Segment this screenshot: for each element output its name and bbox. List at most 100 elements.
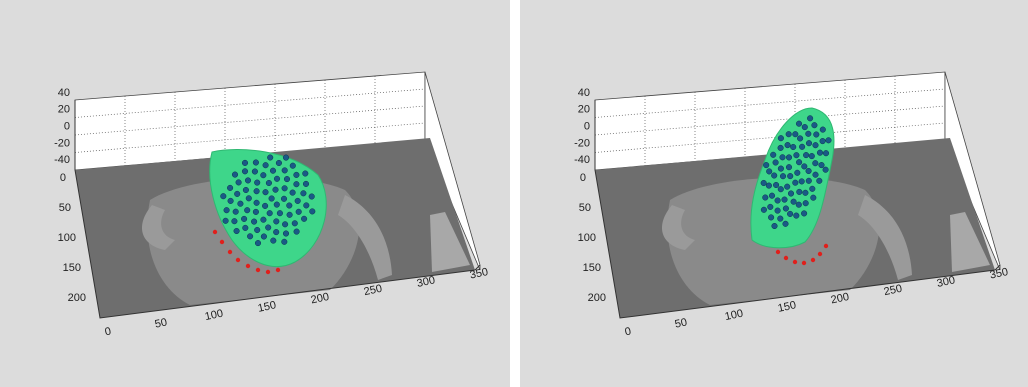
landmark-point xyxy=(261,234,267,240)
landmark-point xyxy=(778,145,784,151)
landmark-point xyxy=(768,204,774,210)
landmark-point xyxy=(274,219,280,225)
contour-point xyxy=(246,264,250,268)
landmark-point xyxy=(761,207,767,213)
landmark-point xyxy=(784,184,790,190)
contour-point xyxy=(236,258,240,262)
landmark-point xyxy=(763,195,769,201)
landmark-point xyxy=(820,127,826,133)
landmark-point xyxy=(243,187,249,193)
landmark-point xyxy=(794,152,800,158)
contour-point xyxy=(776,250,780,254)
landmark-point xyxy=(768,215,774,221)
landmark-point xyxy=(803,200,809,206)
landmark-point xyxy=(770,152,776,158)
landmark-point xyxy=(276,160,282,166)
x-tick-label: 50 xyxy=(154,316,168,330)
contour-point xyxy=(802,261,806,265)
landmark-point xyxy=(766,183,772,189)
landmark-point xyxy=(799,144,805,150)
landmark-point xyxy=(796,159,802,165)
landmark-point xyxy=(261,172,267,178)
landmark-point xyxy=(301,191,307,197)
contour-point xyxy=(811,258,815,262)
landmark-point xyxy=(294,181,300,187)
landmark-point xyxy=(783,221,789,227)
landmark-point xyxy=(284,176,290,182)
landmark-point xyxy=(282,222,288,228)
landmark-point xyxy=(232,172,238,178)
landmark-point xyxy=(787,173,793,179)
landmark-point xyxy=(303,171,309,177)
landmark-point xyxy=(242,169,248,175)
landmark-point xyxy=(253,209,259,215)
landmark-point xyxy=(794,213,800,219)
landmark-point xyxy=(823,150,829,156)
landmark-point xyxy=(786,164,792,170)
landmark-point xyxy=(795,170,801,176)
landmark-point xyxy=(246,196,252,202)
landmark-point xyxy=(232,218,238,224)
landmark-point xyxy=(799,179,805,185)
landmark-point xyxy=(806,178,812,184)
landmark-point xyxy=(282,186,288,192)
contour-point xyxy=(818,252,822,256)
y-tick-label: 200 xyxy=(588,292,606,304)
landmark-point xyxy=(269,196,275,202)
landmark-point xyxy=(290,190,296,196)
landmark-point xyxy=(310,209,316,215)
z-tick-label: 0 xyxy=(64,121,70,133)
landmark-point xyxy=(283,155,289,161)
landmark-point xyxy=(782,197,788,203)
z-tick-label: 20 xyxy=(578,104,590,116)
landmark-point xyxy=(263,189,269,195)
landmark-point xyxy=(810,186,816,192)
landmark-point xyxy=(780,173,786,179)
landmark-point xyxy=(273,229,279,235)
landmark-point xyxy=(242,160,248,166)
landmark-point xyxy=(806,131,812,137)
landmark-point xyxy=(261,217,267,223)
landmark-point xyxy=(265,225,271,231)
y-tick-label: 100 xyxy=(578,232,596,244)
landmark-point xyxy=(228,198,234,204)
landmark-point xyxy=(254,200,260,206)
landmark-point xyxy=(234,228,240,234)
landmark-point xyxy=(775,208,781,214)
y-tick-label: 0 xyxy=(60,172,66,184)
landmark-point xyxy=(221,193,227,199)
landmark-point xyxy=(238,201,244,207)
z-tick-label: -40 xyxy=(54,154,70,166)
landmark-point xyxy=(304,203,310,209)
landmark-point xyxy=(791,199,797,205)
landmark-point xyxy=(785,142,791,148)
landmark-point xyxy=(813,142,819,148)
landmark-point xyxy=(763,162,769,168)
landmark-point xyxy=(778,166,784,172)
landmark-point xyxy=(813,160,819,166)
z-tick-label: -40 xyxy=(574,154,590,166)
landmark-point xyxy=(826,138,832,144)
landmark-point xyxy=(281,196,287,202)
landmark-point xyxy=(809,153,815,159)
landmark-point xyxy=(778,216,784,222)
landmark-point xyxy=(295,198,301,204)
landmark-point xyxy=(243,225,249,231)
landmark-point xyxy=(266,180,272,186)
landmark-point xyxy=(802,124,808,130)
landmark-point xyxy=(236,180,242,186)
landmark-point xyxy=(778,186,784,192)
landmark-point xyxy=(817,150,823,156)
contour-point xyxy=(784,256,788,260)
landmark-point xyxy=(773,160,779,166)
landmark-point xyxy=(786,155,792,161)
landmark-point xyxy=(234,191,240,197)
landmark-point xyxy=(766,169,772,175)
landmark-point xyxy=(277,210,283,216)
landmark-point xyxy=(807,116,813,122)
y-tick-label: 50 xyxy=(579,202,591,214)
z-tick-label: -20 xyxy=(574,137,590,149)
landmark-point xyxy=(254,188,260,194)
landmark-point xyxy=(244,207,250,213)
landmark-point xyxy=(761,180,767,186)
